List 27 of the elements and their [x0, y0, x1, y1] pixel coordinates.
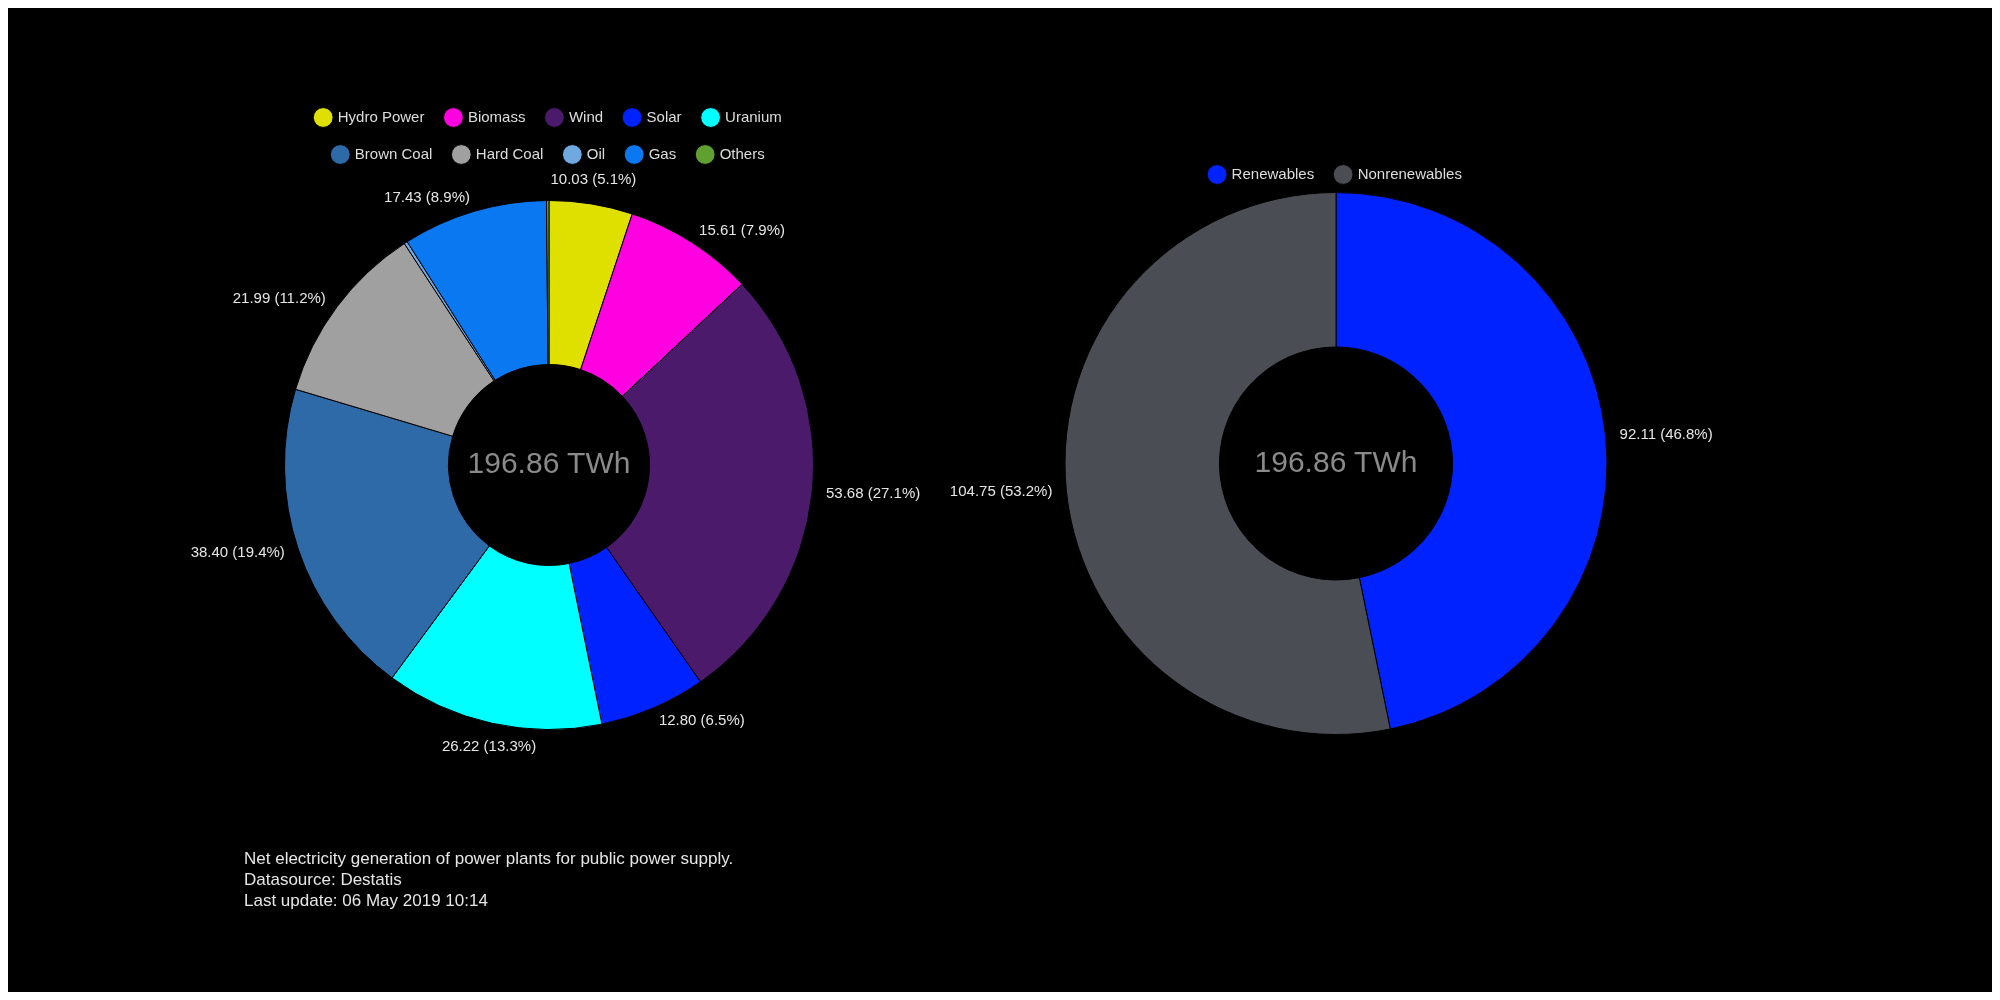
legend-label: Hydro Power [337, 107, 425, 125]
data-label: 26.22 (13.3%) [441, 737, 537, 755]
legend-label: Oil [586, 144, 606, 162]
text: Net electricity generation of power plants for public power supply. [244, 848, 734, 869]
data-label: 10.03 (5.1%) [550, 170, 637, 188]
data-label: 21.99 (11.2%) [232, 288, 326, 306]
data-label: 17.43 (8.9%) [384, 188, 470, 206]
legend-label: Nonrenewables [1357, 164, 1462, 182]
legend-label: Brown Coal [354, 144, 433, 162]
text: Last update: 06 May 2019 10:14 [244, 890, 489, 911]
data-label: 53.68 (27.1%) [825, 484, 921, 502]
legend-label: Others [719, 144, 765, 162]
data-label: 92.11 (46.8%) [1619, 424, 1713, 442]
legend-label: Solar [646, 107, 682, 125]
text: Datasource: Destatis [244, 869, 403, 890]
legend-label: Uranium [725, 107, 782, 125]
legend-label: Gas [648, 144, 677, 162]
legend-label: Hard Coal [475, 144, 544, 162]
data-label: 38.40 (19.4%) [190, 543, 285, 561]
data-label: 12.80 (6.5%) [658, 711, 745, 729]
legend-label: Wind [568, 107, 604, 125]
data-label: 104.75 (53.2%) [949, 482, 1053, 500]
text: 196.86 TWh [1254, 444, 1418, 478]
legend-label: Biomass [467, 107, 526, 125]
data-label: 15.61 (7.9%) [699, 220, 785, 238]
text: 196.86 TWh [467, 446, 631, 480]
legend-label: Renewables [1231, 164, 1315, 182]
